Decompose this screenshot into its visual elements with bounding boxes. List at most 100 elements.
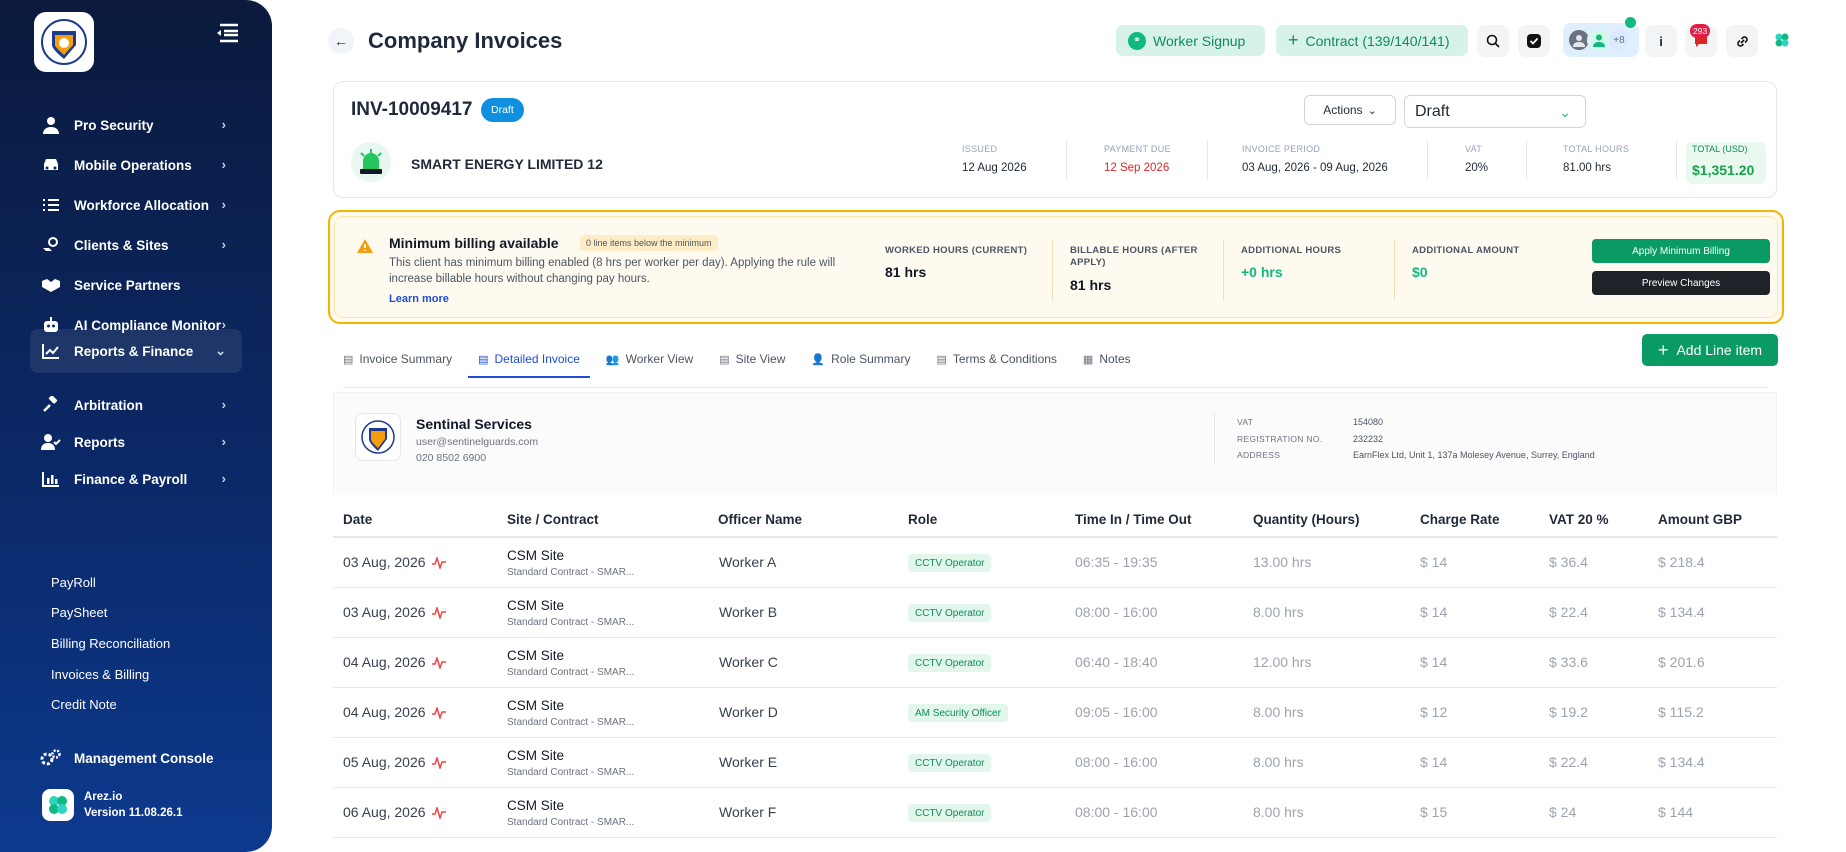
sidebar-item-label: Finance & Payroll [74, 471, 188, 487]
column-header-vat[interactable]: VAT 20 % [1549, 512, 1609, 527]
add-line-item-button[interactable]: + Add Line item [1642, 334, 1778, 366]
app-version: Version 11.08.26.1 [84, 807, 183, 819]
arez-brand-icon[interactable] [1774, 32, 1790, 53]
apply-minimum-billing-button[interactable]: Apply Minimum Billing [1592, 239, 1770, 263]
row-officer[interactable]: Worker D [719, 704, 778, 720]
row-time: 06:40 - 18:40 [1075, 654, 1158, 670]
invoice-status-select[interactable]: Draft ⌄ [1404, 95, 1586, 128]
app-info: Arez.io Version 11.08.26.1 [42, 789, 182, 821]
preview-changes-button[interactable]: Preview Changes [1592, 271, 1770, 295]
column-header-time[interactable]: Time In / Time Out [1075, 512, 1192, 527]
online-status-dot [1625, 17, 1636, 28]
column-header-officer[interactable]: Officer Name [718, 512, 803, 527]
column-header-role[interactable]: Role [908, 512, 938, 527]
info-button[interactable]: i [1645, 25, 1677, 57]
billable-hours-value: 81 hrs [1070, 277, 1112, 293]
table-row[interactable]: 03 Aug, 2026 CSM Site Standard Contract - … [333, 588, 1777, 638]
sidebar-item-arbitration[interactable]: Arbitration › [30, 383, 242, 427]
sidebar-item-ai-compliance-monitor[interactable]: AI Compliance Monitor › [30, 303, 242, 347]
management-console-label: Management Console [74, 750, 214, 766]
payment-due-value: 12 Sep 2026 [1104, 162, 1170, 174]
back-button[interactable]: ← [328, 28, 354, 54]
row-site[interactable]: CSM Site [507, 648, 565, 663]
row-role-badge: CCTV Operator [908, 754, 992, 772]
user-check-icon [40, 431, 62, 453]
sidebar-sub-invoices-billing[interactable]: Invoices & Billing [51, 667, 150, 682]
row-site[interactable]: CSM Site [507, 798, 565, 813]
team-avatars[interactable]: +8 [1563, 23, 1639, 57]
row-officer[interactable]: Worker A [719, 554, 777, 570]
row-site[interactable]: CSM Site [507, 698, 565, 713]
provider-name: Sentinal Services [416, 416, 532, 432]
sidebar-sub-paysheet[interactable]: PaySheet [51, 605, 108, 620]
column-header-rate[interactable]: Charge Rate [1420, 512, 1500, 527]
column-header-quantity[interactable]: Quantity (Hours) [1253, 512, 1360, 527]
chevron-right-icon: › [221, 157, 226, 172]
row-amount: $ 201.6 [1658, 654, 1705, 670]
divider [1526, 140, 1527, 180]
learn-more-link[interactable]: Learn more [389, 293, 449, 305]
row-contract: Standard Contract - SMAR... [507, 667, 635, 678]
row-date: 05 Aug, 2026 [343, 754, 446, 770]
column-header-site[interactable]: Site / Contract [507, 512, 599, 527]
row-site[interactable]: CSM Site [507, 598, 565, 613]
row-time: 08:00 - 16:00 [1075, 604, 1158, 620]
chat-icon [1695, 36, 1707, 47]
row-contract: Standard Contract - SMAR... [507, 567, 635, 578]
chevron-down-icon: ⌄ [1367, 104, 1377, 117]
tab-site-view[interactable]: ▤ Site View [719, 344, 785, 374]
tab-notes[interactable]: ▦ Notes [1083, 344, 1131, 374]
search-button[interactable] [1477, 25, 1509, 57]
column-header-date[interactable]: Date [343, 512, 373, 527]
table-row[interactable]: 05 Aug, 2026 CSM Site Standard Contract - … [333, 738, 1777, 788]
row-officer[interactable]: Worker F [719, 804, 777, 820]
sidebar-item-mobile-operations[interactable]: Mobile Operations › [30, 143, 242, 187]
row-time: 08:00 - 16:00 [1075, 754, 1158, 770]
chevron-right-icon: › [221, 197, 226, 212]
management-console-link[interactable]: Management Console [40, 749, 214, 767]
sidebar-item-reports[interactable]: Reports › [30, 420, 242, 464]
row-rate: $ 14 [1420, 554, 1448, 570]
column-header-amount[interactable]: Amount GBP [1658, 512, 1742, 527]
sidebar-sub-payroll[interactable]: PayRoll [51, 575, 96, 590]
row-role-badge: CCTV Operator [908, 654, 992, 672]
tab-role-summary[interactable]: 👤 Role Summary [811, 344, 910, 374]
table-row[interactable]: 04 Aug, 2026 CSM Site Standard Contract - … [333, 688, 1777, 738]
divider [1427, 140, 1428, 180]
row-site[interactable]: CSM Site [507, 548, 565, 563]
row-site[interactable]: CSM Site [507, 748, 565, 763]
collapse-sidebar-icon[interactable] [214, 22, 240, 44]
chart-line-icon [40, 340, 62, 362]
tasks-button[interactable] [1518, 25, 1550, 57]
row-officer[interactable]: Worker B [719, 604, 778, 620]
provider-logo [355, 413, 401, 461]
contract-button[interactable]: + Contract (139/140/141) [1276, 25, 1468, 56]
total-box: TOTAL (USD) $1,351.20 [1686, 142, 1766, 184]
row-officer[interactable]: Worker C [719, 654, 778, 670]
sidebar-sub-billing-reconciliation[interactable]: Billing Reconciliation [51, 636, 171, 651]
chevron-right-icon: › [221, 397, 226, 412]
sidebar-item-workforce-allocation[interactable]: Workforce Allocation › [30, 183, 242, 227]
table-row[interactable]: 03 Aug, 2026 CSM Site Standard Contract - … [333, 538, 1777, 588]
sidebar-item-label: Mobile Operations [74, 157, 192, 173]
tab-worker-view[interactable]: 👥 Worker View [606, 344, 693, 374]
table-row[interactable]: 04 Aug, 2026 CSM Site Standard Contract - … [333, 638, 1777, 688]
tab-detailed-invoice[interactable]: ▤ Detailed Invoice [468, 344, 590, 378]
sidebar-item-pro-security[interactable]: Pro Security › [30, 103, 242, 147]
sidebar-sub-credit-note[interactable]: Credit Note [51, 697, 117, 712]
tab-invoice-summary[interactable]: ▤ Invoice Summary [343, 344, 452, 374]
table-row[interactable]: 06 Aug, 2026 CSM Site Standard Contract - … [333, 788, 1777, 838]
activity-icon [431, 657, 446, 670]
sidebar-item-clients-sites[interactable]: Clients & Sites › [30, 223, 242, 267]
sentinel-logo[interactable] [34, 12, 94, 72]
sidebar-item-reports-finance[interactable]: Reports & Finance ⌄ [30, 329, 242, 373]
actions-dropdown[interactable]: Actions ⌄ [1304, 95, 1396, 125]
worker-signup-button[interactable]: ⚭ Worker Signup [1116, 25, 1265, 56]
share-link-button[interactable] [1726, 25, 1758, 57]
row-officer[interactable]: Worker E [719, 754, 778, 770]
tab-terms-conditions[interactable]: ▤ Terms & Conditions [936, 344, 1056, 374]
chevron-down-icon: ⌄ [215, 343, 226, 358]
provider-email: user@sentinelguards.com [416, 436, 539, 448]
sidebar-item-finance-payroll[interactable]: Finance & Payroll › [30, 457, 242, 501]
sidebar-item-service-partners[interactable]: Service Partners [30, 263, 242, 307]
